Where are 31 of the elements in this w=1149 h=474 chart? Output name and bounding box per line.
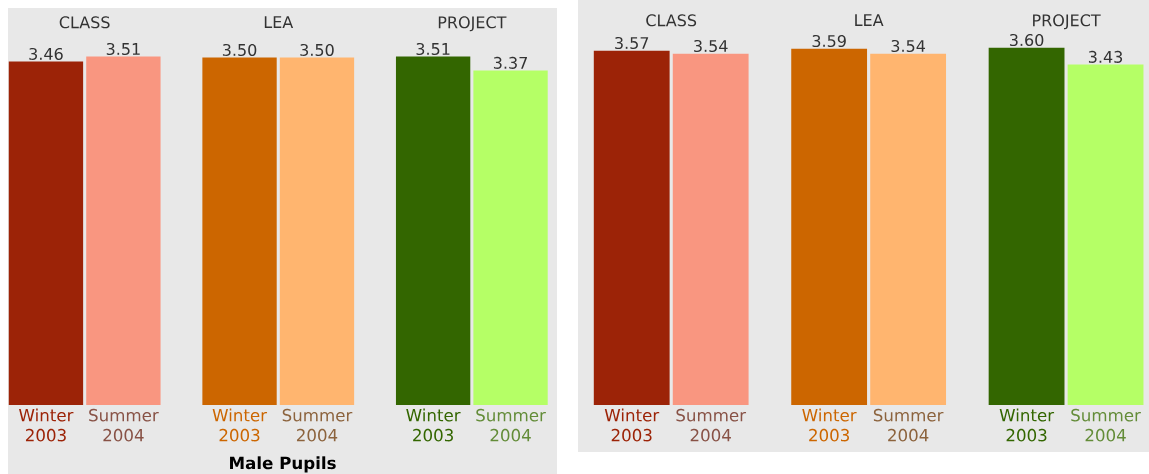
data-label: 3.43 xyxy=(1088,50,1123,63)
x-tick-label: Winter 2003 xyxy=(212,408,268,442)
data-label: 3.37 xyxy=(493,56,527,69)
text: PROJECT xyxy=(1033,14,1101,30)
x-tick-label: Winter 2003 xyxy=(999,408,1055,442)
x-tick-label: Winter 2003 xyxy=(406,408,461,442)
x-tick-label: Winter 2003 xyxy=(604,408,660,442)
data-label: 3.54 xyxy=(891,39,926,53)
text: CLASS xyxy=(59,16,110,29)
x-tick-label: Winter 2003 xyxy=(19,408,74,442)
x-tick-label: Summer 2004 xyxy=(1071,408,1141,442)
data-label: 3.51 xyxy=(106,42,140,56)
x-tick-label: Summer 2004 xyxy=(873,408,944,442)
data-label: 3.60 xyxy=(1009,33,1044,47)
x-tick-label: Winter 2003 xyxy=(802,408,857,442)
x-tick-label: Summer 2004 xyxy=(476,408,546,442)
text: CLASS xyxy=(646,14,697,27)
x-tick-label: Summer 2004 xyxy=(89,408,159,442)
data-label: 3.59 xyxy=(812,34,846,48)
x-tick-label: Summer 2004 xyxy=(676,408,747,442)
data-label: 3.54 xyxy=(694,39,728,53)
text: LEA xyxy=(264,16,294,28)
data-label: 3.57 xyxy=(615,36,649,50)
data-label: 3.50 xyxy=(222,43,257,57)
text: Male Pupils xyxy=(230,456,336,473)
text: PROJECT xyxy=(438,16,507,32)
x-tick-label: Summer 2004 xyxy=(282,408,353,442)
data-label: 3.46 xyxy=(29,47,63,60)
text: LEA xyxy=(855,14,884,26)
data-label: 3.51 xyxy=(416,42,450,56)
data-label: 3.50 xyxy=(300,43,334,57)
